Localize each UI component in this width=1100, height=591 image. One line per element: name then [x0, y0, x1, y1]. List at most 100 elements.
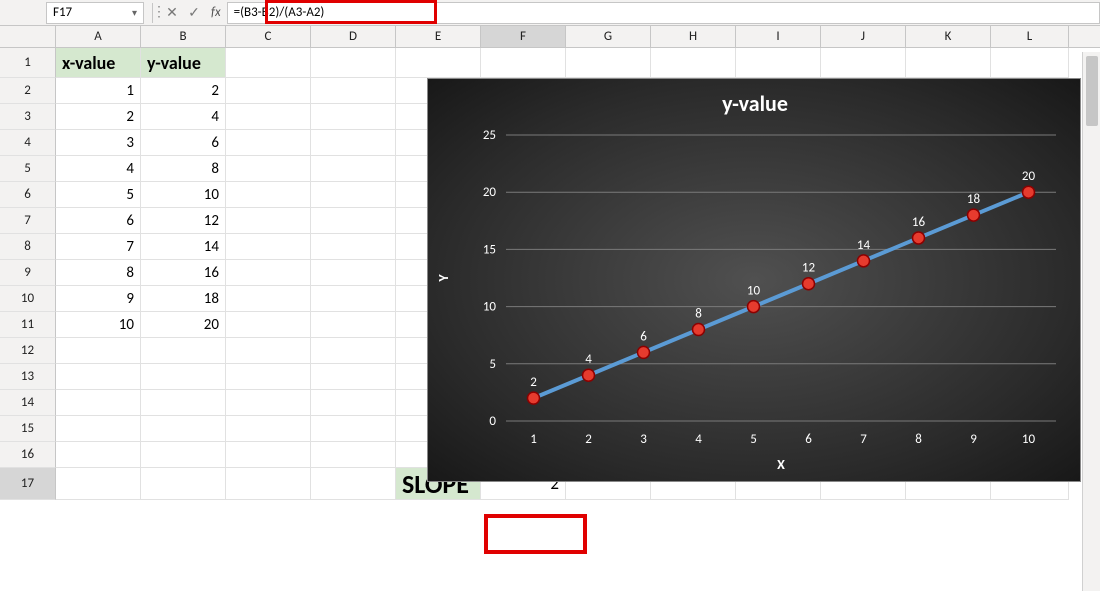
- formula-input[interactable]: =(B3-B2)/(A3-A2): [227, 2, 1100, 24]
- cell-D11[interactable]: [311, 312, 396, 338]
- row-header-7[interactable]: 7: [0, 208, 56, 234]
- row-header-9[interactable]: 9: [0, 260, 56, 286]
- row-header-16[interactable]: 16: [0, 442, 56, 468]
- cell-A14[interactable]: [56, 390, 141, 416]
- cell-D5[interactable]: [311, 156, 396, 182]
- cell-G1[interactable]: [566, 48, 651, 78]
- row-header-15[interactable]: 15: [0, 416, 56, 442]
- cell-C5[interactable]: [226, 156, 311, 182]
- cell-E1[interactable]: [396, 48, 481, 78]
- cell-D12[interactable]: [311, 338, 396, 364]
- cell-C2[interactable]: [226, 78, 311, 104]
- row-header-3[interactable]: 3: [0, 104, 56, 130]
- column-header-F[interactable]: F: [481, 26, 566, 47]
- cell-B15[interactable]: [141, 416, 226, 442]
- cell-D14[interactable]: [311, 390, 396, 416]
- cell-B7[interactable]: 12: [141, 208, 226, 234]
- column-header-B[interactable]: B: [141, 26, 226, 47]
- row-header-6[interactable]: 6: [0, 182, 56, 208]
- cancel-formula-icon[interactable]: ✕: [161, 4, 183, 21]
- cell-C1[interactable]: [226, 48, 311, 78]
- column-header-D[interactable]: D: [311, 26, 396, 47]
- row-header-10[interactable]: 10: [0, 286, 56, 312]
- name-box[interactable]: F17 ▾: [46, 2, 144, 24]
- column-header-C[interactable]: C: [226, 26, 311, 47]
- fx-icon[interactable]: fx: [211, 5, 221, 20]
- cell-K1[interactable]: [906, 48, 991, 78]
- column-header-I[interactable]: I: [736, 26, 821, 47]
- column-header-G[interactable]: G: [566, 26, 651, 47]
- name-box-dropdown-icon[interactable]: ▾: [132, 6, 137, 19]
- cell-C13[interactable]: [226, 364, 311, 390]
- cell-B16[interactable]: [141, 442, 226, 468]
- cell-A16[interactable]: [56, 442, 141, 468]
- cell-D3[interactable]: [311, 104, 396, 130]
- row-header-17[interactable]: 17: [0, 468, 56, 500]
- cell-D15[interactable]: [311, 416, 396, 442]
- cell-A5[interactable]: 4: [56, 156, 141, 182]
- cell-A8[interactable]: 7: [56, 234, 141, 260]
- cell-I1[interactable]: [736, 48, 821, 78]
- cell-B1[interactable]: y-value: [141, 48, 226, 78]
- cell-B17[interactable]: [141, 468, 226, 500]
- cell-D6[interactable]: [311, 182, 396, 208]
- column-header-A[interactable]: A: [56, 26, 141, 47]
- cell-C15[interactable]: [226, 416, 311, 442]
- row-header-12[interactable]: 12: [0, 338, 56, 364]
- cell-D10[interactable]: [311, 286, 396, 312]
- cell-A10[interactable]: 9: [56, 286, 141, 312]
- cell-C16[interactable]: [226, 442, 311, 468]
- cell-A17[interactable]: [56, 468, 141, 500]
- cell-B14[interactable]: [141, 390, 226, 416]
- cell-A15[interactable]: [56, 416, 141, 442]
- row-header-8[interactable]: 8: [0, 234, 56, 260]
- cell-B10[interactable]: 18: [141, 286, 226, 312]
- cell-D7[interactable]: [311, 208, 396, 234]
- cell-A2[interactable]: 1: [56, 78, 141, 104]
- cell-C12[interactable]: [226, 338, 311, 364]
- cell-B13[interactable]: [141, 364, 226, 390]
- cell-D4[interactable]: [311, 130, 396, 156]
- column-header-L[interactable]: L: [991, 26, 1069, 47]
- cell-A3[interactable]: 2: [56, 104, 141, 130]
- cell-A12[interactable]: [56, 338, 141, 364]
- cell-D1[interactable]: [311, 48, 396, 78]
- row-header-5[interactable]: 5: [0, 156, 56, 182]
- cell-L1[interactable]: [991, 48, 1069, 78]
- column-header-K[interactable]: K: [906, 26, 991, 47]
- select-all-corner[interactable]: [0, 26, 56, 47]
- cell-D16[interactable]: [311, 442, 396, 468]
- row-header-14[interactable]: 14: [0, 390, 56, 416]
- cell-C11[interactable]: [226, 312, 311, 338]
- cell-A6[interactable]: 5: [56, 182, 141, 208]
- cell-B3[interactable]: 4: [141, 104, 226, 130]
- cell-D2[interactable]: [311, 78, 396, 104]
- cell-C9[interactable]: [226, 260, 311, 286]
- row-header-4[interactable]: 4: [0, 130, 56, 156]
- chart[interactable]: y-value051015202512345678910XY2468101214…: [427, 78, 1081, 482]
- cell-C4[interactable]: [226, 130, 311, 156]
- cell-C8[interactable]: [226, 234, 311, 260]
- cell-A7[interactable]: 6: [56, 208, 141, 234]
- row-header-2[interactable]: 2: [0, 78, 56, 104]
- cell-A13[interactable]: [56, 364, 141, 390]
- cell-C10[interactable]: [226, 286, 311, 312]
- accept-formula-icon[interactable]: ✓: [183, 4, 205, 21]
- cell-B4[interactable]: 6: [141, 130, 226, 156]
- scrollbar-thumb[interactable]: [1086, 56, 1098, 126]
- cell-D13[interactable]: [311, 364, 396, 390]
- cell-C3[interactable]: [226, 104, 311, 130]
- cell-A11[interactable]: 10: [56, 312, 141, 338]
- cell-C17[interactable]: [226, 468, 311, 500]
- column-header-H[interactable]: H: [651, 26, 736, 47]
- cell-A4[interactable]: 3: [56, 130, 141, 156]
- cell-B9[interactable]: 16: [141, 260, 226, 286]
- cell-D8[interactable]: [311, 234, 396, 260]
- cell-B12[interactable]: [141, 338, 226, 364]
- cell-D9[interactable]: [311, 260, 396, 286]
- cell-C6[interactable]: [226, 182, 311, 208]
- row-header-13[interactable]: 13: [0, 364, 56, 390]
- cell-B8[interactable]: 14: [141, 234, 226, 260]
- column-header-J[interactable]: J: [821, 26, 906, 47]
- cell-J1[interactable]: [821, 48, 906, 78]
